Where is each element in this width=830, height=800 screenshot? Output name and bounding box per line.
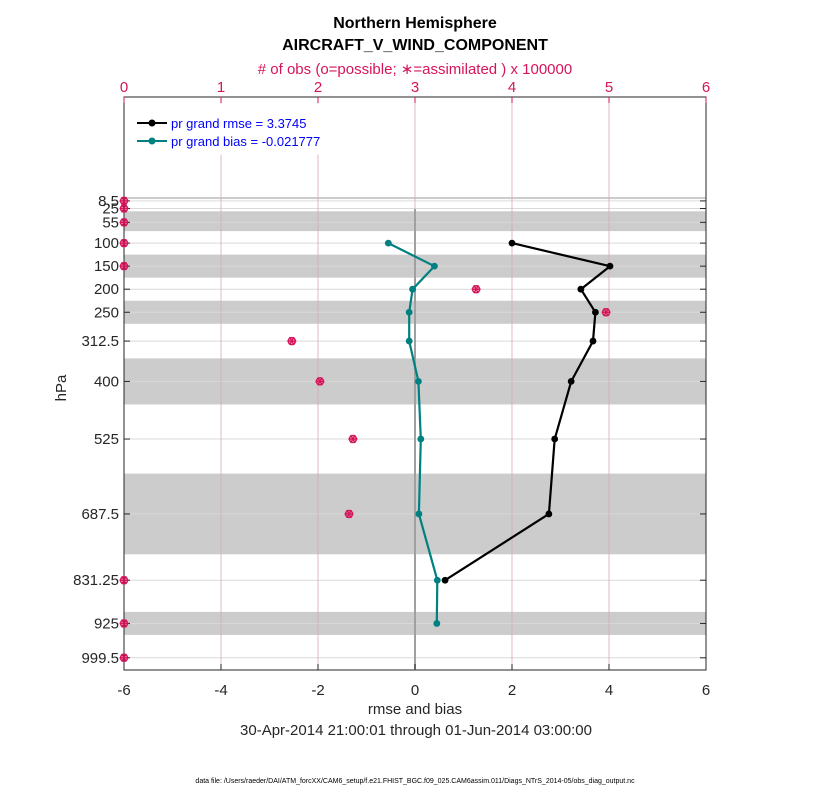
top-tick-label: 1 xyxy=(217,79,225,96)
obs-assimilated xyxy=(121,575,127,585)
rmse-point xyxy=(508,239,516,247)
top-tick-label: 6 xyxy=(702,79,710,96)
top-tick-label: 2 xyxy=(314,79,322,96)
chart-subtitle: AIRCRAFT_V_WIND_COMPONENT xyxy=(282,37,548,54)
obs-marker xyxy=(348,434,358,444)
rmse-point xyxy=(592,308,599,316)
obs-assimilated xyxy=(346,509,352,519)
obs-marker xyxy=(119,575,129,585)
obs-marker xyxy=(119,204,129,213)
y-tick-label: 25 xyxy=(102,201,119,218)
obs-assimilated xyxy=(473,284,480,294)
legend-bias: pr grand bias = -0.021777 xyxy=(171,134,320,149)
rmse-point xyxy=(441,576,449,584)
x-tick-label: 6 xyxy=(702,682,710,699)
legend-bias-marker xyxy=(148,137,156,145)
x-tick-label: -2 xyxy=(311,682,324,699)
rmse-point xyxy=(577,285,585,293)
rmse-point xyxy=(589,337,597,345)
top-tick-label: 3 xyxy=(411,79,419,96)
x-tick-label: -4 xyxy=(214,682,227,699)
x-tick-label: 2 xyxy=(508,682,516,699)
bias-point xyxy=(433,576,441,584)
tick-marks xyxy=(123,97,707,670)
y-tick-label: 999.5 xyxy=(81,650,119,667)
obs-assimilated xyxy=(121,218,127,227)
rmse-point xyxy=(567,378,575,385)
obs-assimilated xyxy=(603,307,609,317)
y-axis-label: hPa xyxy=(53,374,70,401)
y-tick-label: 400 xyxy=(94,373,119,390)
y-tick-label: 8.5 xyxy=(98,193,119,210)
top-tick-label: 0 xyxy=(120,79,128,96)
obs-assimilated xyxy=(121,238,127,248)
bottom-axis-ticks: -6 -4 -2 0 2 4 6 xyxy=(117,682,710,699)
rmse-point xyxy=(551,435,559,443)
obs-markers xyxy=(119,196,611,663)
obs-assimilated xyxy=(350,434,356,444)
bias-point xyxy=(409,285,416,293)
top-axis-ticks: 0 1 2 3 4 5 6 xyxy=(120,79,710,96)
bias-point xyxy=(405,337,413,345)
y-tick-label: 687.5 xyxy=(81,506,119,523)
y-tick-label: 831.25 xyxy=(73,572,119,589)
obs-marker xyxy=(119,653,129,663)
obs-marker xyxy=(119,238,129,248)
bias-line xyxy=(387,242,439,624)
y-tick-label: 150 xyxy=(94,258,119,275)
y-tick-label: 925 xyxy=(94,615,119,632)
top-tick-label: 4 xyxy=(508,79,516,96)
obs-marker xyxy=(119,619,129,628)
obs-assimilated xyxy=(121,261,127,271)
x-tick-label: -6 xyxy=(117,682,130,699)
obs-assimilated xyxy=(288,336,295,346)
y-tick-label: 312.5 xyxy=(81,333,119,350)
x-tick-label: 0 xyxy=(411,682,419,699)
bias-point xyxy=(414,378,422,385)
obs-marker xyxy=(344,509,354,519)
obs-marker xyxy=(119,261,129,271)
obs-marker xyxy=(287,336,297,346)
obs-marker xyxy=(601,307,611,317)
bias-point xyxy=(384,239,392,247)
obs-assimilated xyxy=(317,377,323,386)
y-tick-label: 100 xyxy=(94,235,119,252)
bias-point xyxy=(417,435,425,443)
y-tick-label: 55 xyxy=(102,214,119,231)
bias-point xyxy=(405,308,413,316)
x-tick-label: 4 xyxy=(605,682,613,699)
y-tick-label: 525 xyxy=(94,431,119,448)
obs-assimilated xyxy=(121,653,127,663)
y-tick-label: 250 xyxy=(94,304,119,321)
obs-assimilated xyxy=(121,204,127,213)
obs-assimilated xyxy=(121,196,127,206)
obs-marker xyxy=(119,218,129,227)
y-tick-label: 200 xyxy=(94,281,119,298)
obs-assimilated xyxy=(121,619,127,628)
data-series xyxy=(384,239,614,627)
legend: pr grand rmse = 3.3745 pr grand bias = -… xyxy=(130,103,346,155)
legend-rmse: pr grand rmse = 3.3745 xyxy=(171,116,307,131)
rmse-point xyxy=(606,262,614,270)
chart-title: Northern Hemisphere xyxy=(333,15,497,32)
bias-point xyxy=(431,262,438,270)
bias-point xyxy=(433,620,441,627)
obs-marker xyxy=(471,284,481,294)
x-axis-label: rmse and bias xyxy=(368,701,462,718)
data-file-footer: data file: /Users/raeder/DAI/ATM_forcXX/… xyxy=(195,778,635,785)
rmse-point xyxy=(545,510,553,518)
legend-rmse-marker xyxy=(148,119,156,127)
top-axis-label: # of obs (o=possible; ∗=assimilated ) x … xyxy=(258,61,572,78)
date-range: 30-Apr-2014 21:00:01 through 01-Jun-2014… xyxy=(240,722,592,739)
obs-marker xyxy=(315,377,325,386)
top-tick-label: 5 xyxy=(605,79,613,96)
bias-point xyxy=(415,510,423,518)
